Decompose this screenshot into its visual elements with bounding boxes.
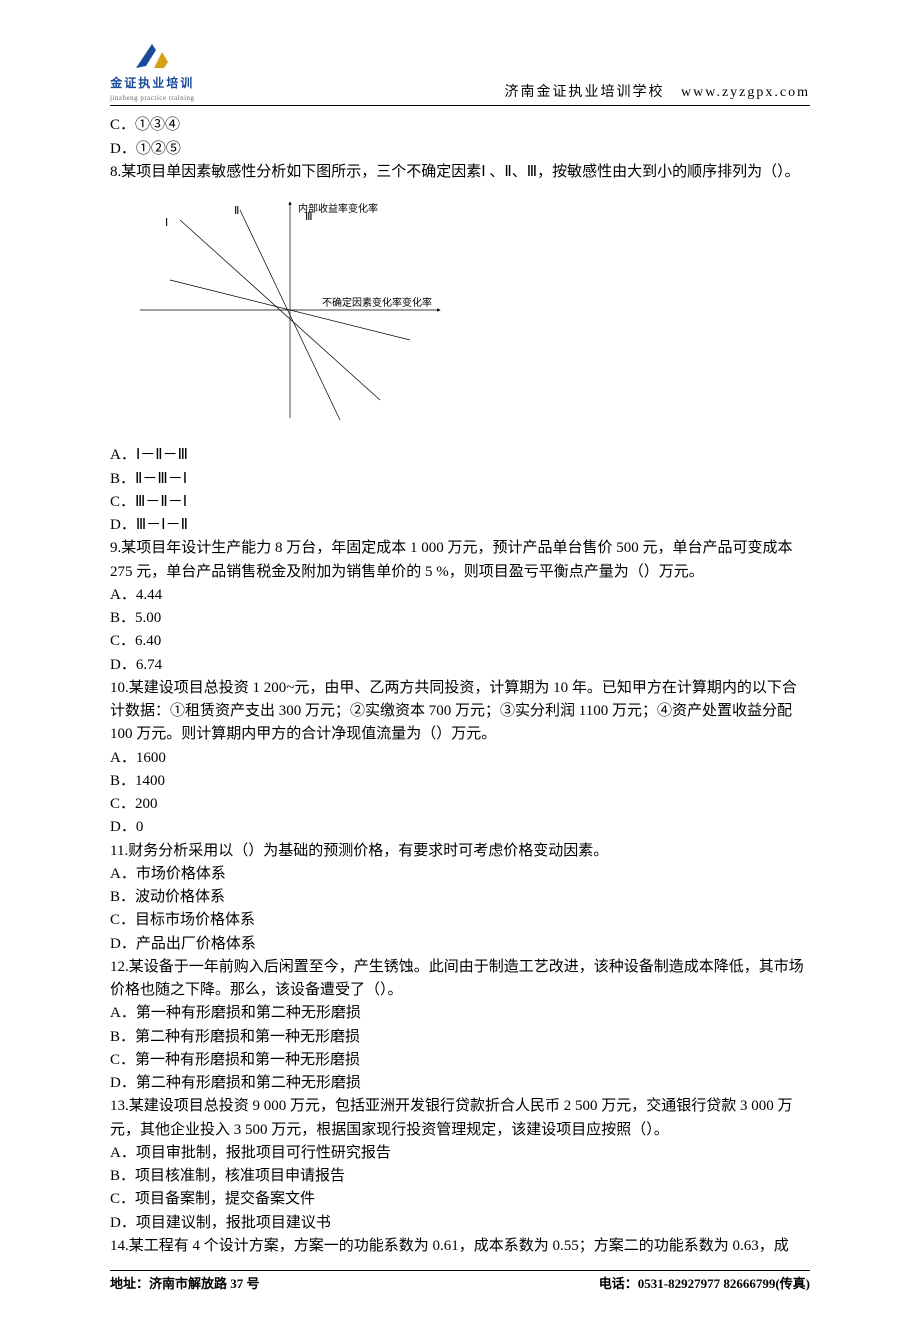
logo-text: 金证执业培训 <box>110 74 194 93</box>
q9-optA: A．4.44 <box>110 584 810 607</box>
footer-tel: 电话：0531-82927977 82666799(传真) <box>599 1274 810 1294</box>
addr-label: 地址： <box>110 1276 149 1291</box>
q12-text: 12.某设备于一年前购入后闲置至今，产生锈蚀。此间由于制造工艺改进，该种设备制造… <box>110 956 810 1003</box>
q13-optD: D．项目建议制，报批项目建议书 <box>110 1212 810 1235</box>
q13-text: 13.某建设项目总投资 9 000 万元，包括亚洲开发银行贷款折合人民币 2 5… <box>110 1095 810 1142</box>
addr-value: 济南市解放路 37 号 <box>149 1276 260 1291</box>
q11-text: 11.财务分析采用以（）为基础的预测价格，有要求时可考虑价格变动因素。 <box>110 840 810 863</box>
logo: 金证执业培训 jinzheng practice training <box>110 40 195 103</box>
tel-label: 电话： <box>599 1276 638 1291</box>
option-c-orphan: C．①③④ <box>110 114 810 137</box>
svg-text:Ⅰ: Ⅰ <box>165 217 168 229</box>
svg-text:不确定因素变化率变化率: 不确定因素变化率变化率 <box>322 296 432 309</box>
q11-optC: C．目标市场价格体系 <box>110 909 810 932</box>
q13-optB: B．项目核准制，核准项目申请报告 <box>110 1165 810 1188</box>
q10-text: 10.某建设项目总投资 1 200~元，由甲、乙两方共同投资，计算期为 10 年… <box>110 677 810 747</box>
q11-optB: B．波动价格体系 <box>110 886 810 909</box>
page-header: 金证执业培训 jinzheng practice training 济南金证执业… <box>110 40 810 106</box>
q12-optB: B．第二种有形磨损和第一种无形磨损 <box>110 1026 810 1049</box>
q8-optC: C．Ⅲ－Ⅱ－Ⅰ <box>110 491 810 514</box>
sensitivity-chart: 内部收益率变化率不确定因素变化率变化率ⅠⅡⅢ <box>110 190 810 438</box>
q12-optD: D．第二种有形磨损和第二种无形磨损 <box>110 1072 810 1095</box>
q8-optB: B．Ⅱ－Ⅲ－Ⅰ <box>110 468 810 491</box>
q9-optD: D．6.74 <box>110 654 810 677</box>
q8-optA: A．Ⅰ－Ⅱ－Ⅲ <box>110 444 810 467</box>
q11-optA: A．市场价格体系 <box>110 863 810 886</box>
svg-text:Ⅱ: Ⅱ <box>234 205 239 217</box>
q10-optB: B．1400 <box>110 770 810 793</box>
q9-text: 9.某项目年设计生产能力 8 万台，年固定成本 1 000 万元，预计产品单台售… <box>110 537 810 584</box>
q10-optD: D．0 <box>110 816 810 839</box>
q8-text: 8.某项目单因素敏感性分析如下图所示，三个不确定因素Ⅰ 、Ⅱ、Ⅲ，按敏感性由大到… <box>110 161 810 184</box>
q11-optD: D．产品出厂价格体系 <box>110 933 810 956</box>
logo-icon <box>132 40 172 72</box>
q12-optA: A．第一种有形磨损和第二种无形磨损 <box>110 1002 810 1025</box>
page-footer: 地址：济南市解放路 37 号 电话：0531-82927977 82666799… <box>110 1270 810 1294</box>
q10-optA: A．1600 <box>110 747 810 770</box>
option-d-orphan: D．①②⑤ <box>110 138 810 161</box>
tel-value: 0531-82927977 82666799(传真) <box>638 1276 810 1291</box>
logo-subtext: jinzheng practice training <box>110 93 195 104</box>
q9-optC: C．6.40 <box>110 630 810 653</box>
school-name: 济南金证执业培训学校 <box>505 85 665 100</box>
chart-svg: 内部收益率变化率不确定因素变化率变化率ⅠⅡⅢ <box>110 190 470 430</box>
school-url: www.zyzgpx.com <box>681 85 810 100</box>
header-right: 济南金证执业培训学校 www.zyzgpx.com <box>505 82 810 104</box>
q13-optA: A．项目审批制，报批项目可行性研究报告 <box>110 1142 810 1165</box>
q8-optD: D．Ⅲ－Ⅰ－Ⅱ <box>110 514 810 537</box>
footer-address: 地址：济南市解放路 37 号 <box>110 1274 260 1294</box>
q10-optC: C．200 <box>110 793 810 816</box>
q14-text: 14.某工程有 4 个设计方案，方案一的功能系数为 0.61，成本系数为 0.5… <box>110 1235 810 1258</box>
q12-optC: C．第一种有形磨损和第一种无形磨损 <box>110 1049 810 1072</box>
q9-optB: B．5.00 <box>110 607 810 630</box>
q13-optC: C．项目备案制，提交备案文件 <box>110 1188 810 1211</box>
svg-text:Ⅲ: Ⅲ <box>305 211 313 223</box>
